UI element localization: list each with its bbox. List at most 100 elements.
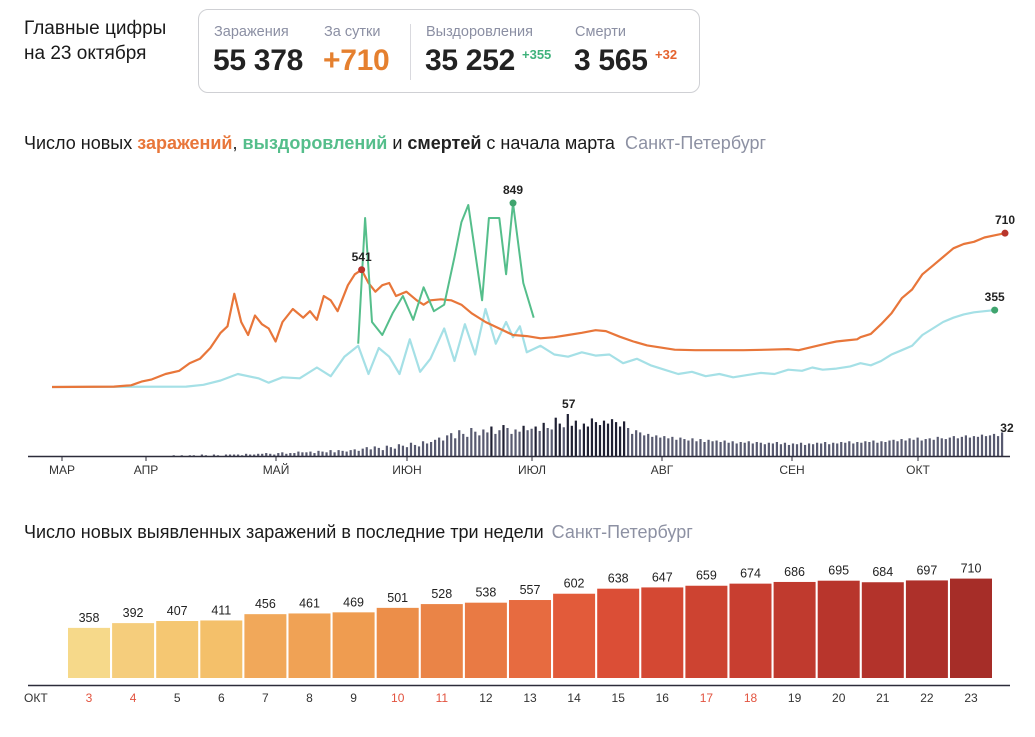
recoveries-delta: +355 bbox=[522, 47, 552, 62]
death-bar bbox=[924, 439, 927, 456]
bar-day-19 bbox=[773, 581, 816, 678]
death-bar bbox=[510, 433, 513, 456]
death-bar bbox=[417, 446, 421, 456]
death-bar bbox=[759, 442, 762, 456]
x-tick-label: АПР bbox=[134, 463, 159, 477]
bar-value-label: 469 bbox=[343, 595, 364, 609]
death-bar bbox=[450, 433, 453, 456]
death-bar bbox=[811, 444, 815, 456]
death-bar bbox=[474, 431, 477, 456]
bar-value-label: 538 bbox=[475, 586, 496, 600]
bar-day-9 bbox=[332, 612, 375, 678]
death-bar bbox=[232, 454, 236, 456]
bar-value-label: 674 bbox=[740, 567, 761, 581]
death-bar bbox=[285, 453, 288, 456]
death-bar bbox=[707, 439, 710, 456]
death-bar bbox=[896, 441, 899, 456]
x-tick-label: СЕН bbox=[779, 463, 804, 477]
death-bar bbox=[313, 453, 316, 456]
death-bar bbox=[180, 455, 183, 456]
death-bar bbox=[679, 437, 682, 456]
death-bar bbox=[353, 449, 356, 456]
deaths-last-label: 32 bbox=[1000, 421, 1014, 435]
main-title-infections: заражений bbox=[137, 133, 233, 153]
death-bar bbox=[325, 452, 328, 456]
death-bar bbox=[791, 443, 795, 456]
bar-day-5 bbox=[156, 621, 199, 678]
death-bar bbox=[675, 439, 678, 456]
death-bar bbox=[534, 426, 537, 456]
x-tick-label: ОКТ bbox=[906, 463, 930, 477]
main-title-deaths: смертей bbox=[407, 133, 482, 153]
death-bar bbox=[377, 447, 380, 456]
death-bar bbox=[269, 453, 272, 456]
main-title-prefix: Число новых bbox=[24, 133, 138, 153]
bar-category-label: 8 bbox=[306, 691, 313, 705]
death-bar bbox=[972, 436, 976, 456]
bar-category-label: 3 bbox=[86, 691, 93, 705]
death-bar bbox=[980, 434, 984, 456]
death-bar bbox=[803, 444, 807, 456]
death-bar bbox=[429, 442, 433, 456]
death-bar bbox=[188, 455, 191, 456]
death-bar bbox=[663, 436, 666, 456]
death-bar bbox=[1000, 432, 1004, 456]
header-title-line1: Главные цифры bbox=[24, 18, 167, 39]
death-bar bbox=[546, 428, 549, 456]
death-bar bbox=[916, 437, 919, 456]
death-bar bbox=[936, 436, 939, 456]
series-line-recoveries_light bbox=[51, 307, 995, 389]
death-bar bbox=[341, 450, 344, 456]
death-bar bbox=[446, 435, 449, 456]
daily-infections-bar-chart: 358 3 392 4 407 5 411 6 456 7 461 8 469 9 501 10 528 11 53… bbox=[24, 562, 1010, 705]
death-bar bbox=[824, 442, 827, 456]
recoveries-label: Выздоровления bbox=[426, 24, 533, 40]
death-bar bbox=[401, 445, 405, 456]
death-bar bbox=[956, 438, 959, 456]
death-bar bbox=[586, 426, 590, 456]
death-bar bbox=[216, 455, 220, 456]
death-bar bbox=[478, 435, 481, 456]
death-bar bbox=[425, 443, 429, 456]
death-bar bbox=[200, 454, 203, 456]
death-bar bbox=[462, 433, 465, 456]
death-bar bbox=[807, 443, 811, 456]
death-bar bbox=[631, 433, 634, 456]
main-title-region: Санкт-Петербург bbox=[624, 133, 767, 153]
death-bar bbox=[880, 441, 883, 456]
death-bar bbox=[470, 428, 473, 456]
bar-value-label: 392 bbox=[123, 606, 144, 620]
death-bar bbox=[735, 443, 738, 456]
bar-day-7 bbox=[244, 614, 287, 678]
death-bar bbox=[409, 442, 413, 456]
bar-day-8 bbox=[288, 613, 331, 678]
death-bar bbox=[795, 444, 799, 456]
death-bar bbox=[691, 438, 694, 456]
death-bar bbox=[639, 432, 642, 456]
death-bar bbox=[892, 439, 895, 456]
death-bar bbox=[888, 440, 891, 456]
death-bar bbox=[828, 444, 831, 456]
bar-category-label: 20 bbox=[832, 691, 846, 705]
bar-day-3 bbox=[68, 627, 110, 678]
death-bar bbox=[996, 436, 1000, 456]
bar-day-6 bbox=[200, 620, 243, 678]
death-bar bbox=[868, 442, 871, 456]
death-bar bbox=[554, 417, 557, 456]
bar-category-label: 18 bbox=[744, 691, 758, 705]
death-bar bbox=[502, 425, 505, 456]
bars-month-label: ОКТ bbox=[24, 691, 48, 705]
death-bar bbox=[542, 422, 545, 456]
deaths-peak-label: 57 bbox=[562, 397, 576, 411]
death-bar bbox=[490, 426, 493, 456]
death-bar bbox=[365, 447, 368, 456]
death-bar bbox=[711, 441, 714, 456]
death-bar bbox=[590, 418, 594, 456]
bars-chart-title: Число новых выявленных заражений в после… bbox=[24, 522, 693, 543]
bar-day-14 bbox=[553, 593, 596, 678]
death-bar bbox=[984, 436, 988, 456]
bar-value-label: 411 bbox=[211, 603, 231, 617]
death-bar bbox=[687, 440, 690, 456]
death-bar bbox=[622, 421, 626, 456]
bar-category-label: 7 bbox=[262, 691, 269, 705]
